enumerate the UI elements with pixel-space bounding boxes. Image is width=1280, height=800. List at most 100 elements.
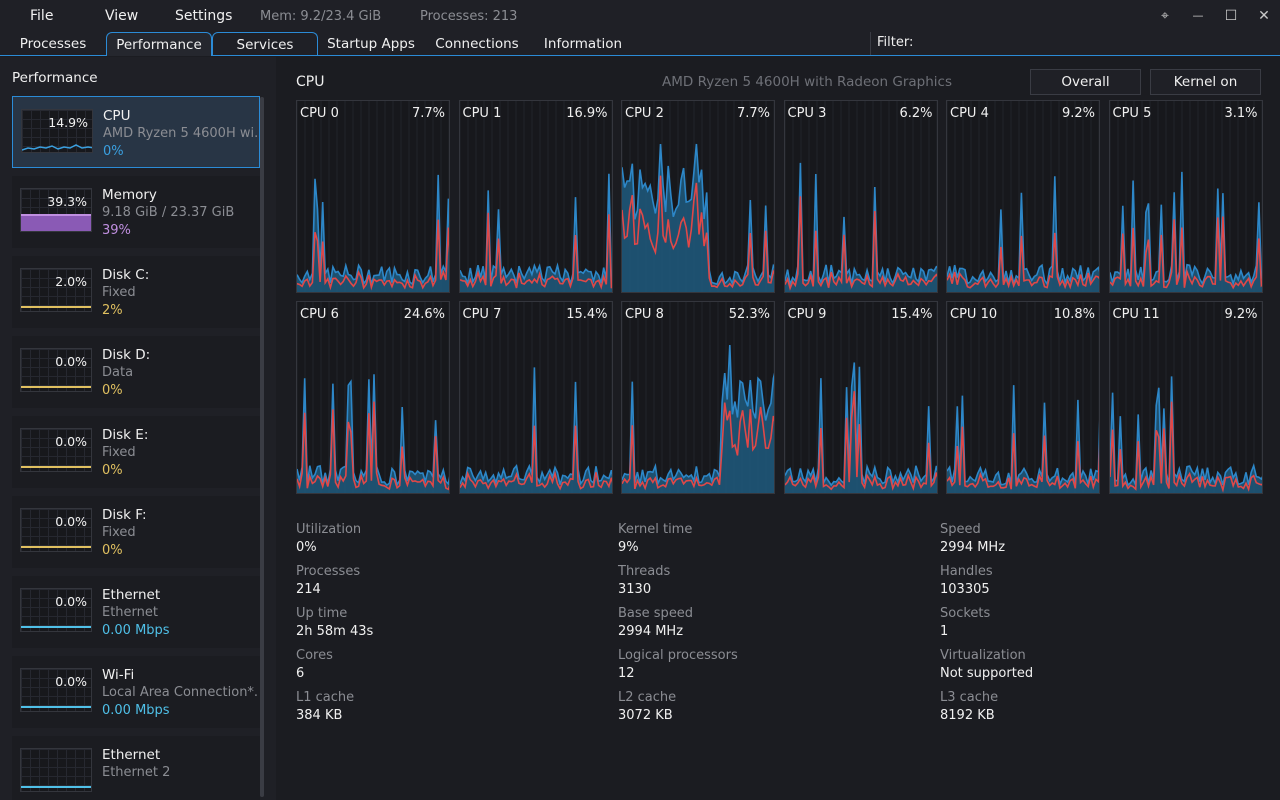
stat-label: Kernel time bbox=[618, 522, 693, 537]
sidebar-item-value: 0.00 Mbps bbox=[102, 703, 170, 718]
sidebar-item[interactable]: 39.3% Memory 9.18 GiB / 23.37 GiB 39% bbox=[12, 176, 260, 248]
core-percent: 9.2% bbox=[1224, 307, 1258, 322]
thumbnail-percent: 2.0% bbox=[55, 274, 87, 289]
stat-label: Sockets bbox=[940, 606, 991, 621]
sidebar-item[interactable]: 0.0% Disk F: Fixed 0% bbox=[12, 496, 260, 568]
core-usage-chart bbox=[1109, 302, 1262, 493]
core-name: CPU 7 bbox=[462, 307, 502, 322]
core-usage-chart bbox=[622, 302, 774, 493]
core-usage-chart bbox=[1109, 101, 1262, 292]
sidebar-item-subtitle: Local Area Connection*... bbox=[102, 685, 258, 700]
sidebar-item[interactable]: 0.0% Disk D: Data 0% bbox=[12, 336, 260, 408]
usage-line bbox=[21, 786, 91, 788]
stat-value: 8192 KB bbox=[940, 708, 995, 723]
cpu-core-graph: CPU 9 15.4% bbox=[783, 301, 938, 494]
stat-label: Utilization bbox=[296, 522, 362, 537]
stat-label: L2 cache bbox=[618, 690, 677, 705]
stat-value: 214 bbox=[296, 582, 321, 597]
core-name: CPU 6 bbox=[300, 307, 339, 322]
cpu-core-graph: CPU 1 16.9% bbox=[458, 100, 613, 293]
stat-label: Speed bbox=[940, 522, 981, 537]
tab-information[interactable]: Information bbox=[543, 36, 623, 52]
core-percent: 9.2% bbox=[1061, 106, 1095, 121]
stat-value: 6 bbox=[296, 666, 305, 681]
pin-icon[interactable]: ⌖ bbox=[1161, 8, 1169, 24]
cpu-core-graph: CPU 7 15.4% bbox=[458, 301, 613, 494]
overall-button[interactable]: Overall bbox=[1030, 69, 1141, 95]
stat-value: 2994 MHz bbox=[940, 540, 1006, 555]
thumbnail-percent: 0.0% bbox=[55, 594, 87, 609]
tab-bar: Processes Performance Services Startup A… bbox=[0, 32, 1280, 56]
sidebar-item[interactable]: 0.0% Ethernet Ethernet 0.00 Mbps bbox=[12, 576, 260, 648]
sidebar-item-name: Ethernet bbox=[102, 747, 161, 763]
page-title: CPU bbox=[296, 74, 325, 90]
sidebar-item[interactable]: 0.0% Disk E: Fixed 0% bbox=[12, 416, 260, 488]
core-name: CPU 2 bbox=[625, 106, 664, 121]
tab-startup-apps[interactable]: Startup Apps bbox=[327, 36, 415, 52]
core-name: CPU 0 bbox=[300, 106, 339, 121]
menu-settings[interactable]: Settings bbox=[175, 8, 233, 24]
sidebar-item[interactable]: 0.0% Wi-Fi Local Area Connection*... 0.00 M… bbox=[12, 656, 260, 728]
sidebar-item-subtitle: 9.18 GiB / 23.37 GiB bbox=[102, 205, 235, 220]
sidebar-item-name: Disk D: bbox=[102, 347, 151, 363]
core-percent: 16.9% bbox=[566, 106, 608, 121]
sidebar-item-subtitle: Fixed bbox=[102, 285, 136, 300]
cpu-core-graph: CPU 10 10.8% bbox=[946, 301, 1100, 494]
core-name: CPU 9 bbox=[787, 307, 827, 322]
core-percent: 52.3% bbox=[728, 307, 770, 322]
maximize-icon[interactable]: ☐ bbox=[1224, 8, 1238, 24]
stat-label: Handles bbox=[940, 564, 993, 579]
minimize-icon[interactable]: — bbox=[1192, 9, 1204, 22]
tab-services[interactable]: Services bbox=[212, 32, 318, 56]
stat-label: Processes bbox=[296, 564, 361, 579]
thumbnail-percent: 0.0% bbox=[55, 354, 87, 369]
sidebar-item-value: 2% bbox=[102, 303, 123, 318]
core-usage-chart bbox=[459, 101, 612, 292]
sidebar-item-subtitle: Ethernet 2 bbox=[102, 765, 171, 780]
core-name: CPU 8 bbox=[625, 307, 664, 322]
sidebar-item-name: Ethernet bbox=[102, 587, 161, 603]
sidebar-item-value: 0.00 Mbps bbox=[102, 623, 170, 638]
sidebar-item[interactable]: 14.9% CPU AMD Ryzen 5 4600H wi... 0% bbox=[12, 96, 260, 168]
stat-label: L3 cache bbox=[940, 690, 999, 705]
tab-processes[interactable]: Processes bbox=[19, 36, 87, 52]
cpu-core-graph: CPU 0 7.7% bbox=[296, 100, 450, 293]
core-usage-chart bbox=[947, 101, 1099, 292]
sidebar: Performance 14.9% CPU AMD Ryzen 5 4600H wi… bbox=[0, 57, 276, 800]
sidebar-scrollbar[interactable] bbox=[260, 97, 264, 797]
sidebar-item-name: CPU bbox=[103, 108, 131, 124]
kernel-toggle-button[interactable]: Kernel on bbox=[1150, 69, 1261, 95]
tab-connections[interactable]: Connections bbox=[435, 36, 519, 52]
core-percent: 10.8% bbox=[1053, 307, 1095, 322]
sidebar-item-subtitle: Ethernet bbox=[102, 605, 158, 620]
stat-value: 103305 bbox=[940, 582, 990, 597]
usage-line bbox=[21, 546, 91, 548]
sidebar-item-name: Disk C: bbox=[102, 267, 150, 283]
usage-thumbnail: 0.0% bbox=[20, 668, 92, 712]
usage-thumbnail: 0.0% bbox=[20, 428, 92, 472]
sidebar-item-name: Wi-Fi bbox=[102, 667, 135, 683]
tab-performance[interactable]: Performance bbox=[106, 32, 212, 56]
usage-line bbox=[21, 386, 91, 388]
menu-view[interactable]: View bbox=[105, 8, 139, 24]
sidebar-item[interactable]: Ethernet Ethernet 2 bbox=[12, 736, 260, 800]
core-percent: 24.6% bbox=[403, 307, 445, 322]
cpu-core-graph: CPU 6 24.6% bbox=[296, 301, 450, 494]
stat-label: Up time bbox=[296, 606, 348, 621]
close-icon[interactable]: ✕ bbox=[1258, 8, 1270, 24]
core-name: CPU 3 bbox=[787, 106, 827, 121]
usage-line bbox=[21, 466, 91, 468]
thumbnail-percent: 39.3% bbox=[47, 194, 87, 209]
sidebar-item[interactable]: 2.0% Disk C: Fixed 2% bbox=[12, 256, 260, 328]
core-usage-chart bbox=[459, 302, 612, 493]
core-usage-chart bbox=[784, 302, 937, 493]
menu-file[interactable]: File bbox=[30, 8, 54, 24]
filter-input[interactable]: Filter: bbox=[870, 32, 1280, 55]
sidebar-item-subtitle: Fixed bbox=[102, 445, 136, 460]
sidebar-item-subtitle: AMD Ryzen 5 4600H wi... bbox=[103, 126, 259, 141]
stat-value: Not supported bbox=[940, 666, 1034, 681]
sidebar-title: Performance bbox=[12, 70, 98, 86]
core-usage-chart bbox=[297, 101, 449, 292]
stat-label: Cores bbox=[296, 648, 333, 663]
sidebar-item-value: 0% bbox=[103, 144, 124, 159]
